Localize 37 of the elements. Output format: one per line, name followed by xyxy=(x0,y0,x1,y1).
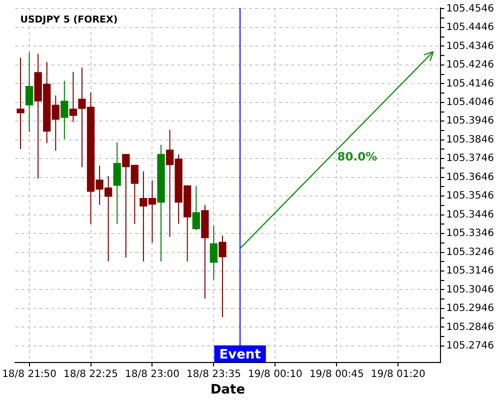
x-tick-label: 18/8 22:25 xyxy=(64,368,118,380)
candlestick xyxy=(60,80,68,140)
x-axis-title: Date xyxy=(210,382,246,398)
candlestick xyxy=(25,52,34,133)
y-tick-label: 105.3446 xyxy=(446,209,494,220)
y-tick-label: 105.2946 xyxy=(446,303,494,314)
candlestick xyxy=(192,185,200,231)
annotation: 80.0% xyxy=(337,150,378,164)
y-tick-label: 105.3046 xyxy=(446,284,494,296)
y-tick-label: 105.4346 xyxy=(446,40,494,52)
y-tick-label: 105.4246 xyxy=(446,60,494,71)
y-tick-label: 105.3246 xyxy=(446,246,494,258)
candlestick xyxy=(16,57,24,150)
y-tick-label: 105.4146 xyxy=(446,78,494,90)
y-tick-label: 105.3946 xyxy=(446,116,494,127)
y-tick-label: 105.3546 xyxy=(446,190,494,202)
candlestick xyxy=(210,225,218,280)
ref-line-label: Event xyxy=(219,347,261,362)
candlestick xyxy=(113,142,121,224)
x-tick-label: 18/8 23:00 xyxy=(125,368,180,380)
text: USDJPY 5 (FOREX) xyxy=(20,14,118,26)
y-tick-label: 105.3146 xyxy=(446,266,494,277)
candlestick xyxy=(218,235,226,318)
y-tick-label: 105.4546 xyxy=(446,3,494,14)
x-tick-label: 19/8 00:10 xyxy=(248,368,302,380)
y-tick-label: 105.4446 xyxy=(446,22,494,34)
y-tick-label: 105.3846 xyxy=(446,134,494,146)
y-tick-label: 105.2846 xyxy=(446,322,494,333)
y-tick-label: 105.3646 xyxy=(446,172,494,183)
y-tick-label: 105.3746 xyxy=(446,153,494,164)
x-tick-label: 19/8 00:45 xyxy=(309,368,364,380)
x-tick-label: 18/8 23:35 xyxy=(186,368,241,380)
y-tick-label: 105.3346 xyxy=(446,228,494,240)
y-tick-label: 105.2746 xyxy=(446,340,494,352)
y-tick-label: 105.4046 xyxy=(446,97,494,108)
x-tick-label: 18/8 21:50 xyxy=(2,368,57,380)
x-tick-label: 19/8 01:20 xyxy=(370,368,426,380)
